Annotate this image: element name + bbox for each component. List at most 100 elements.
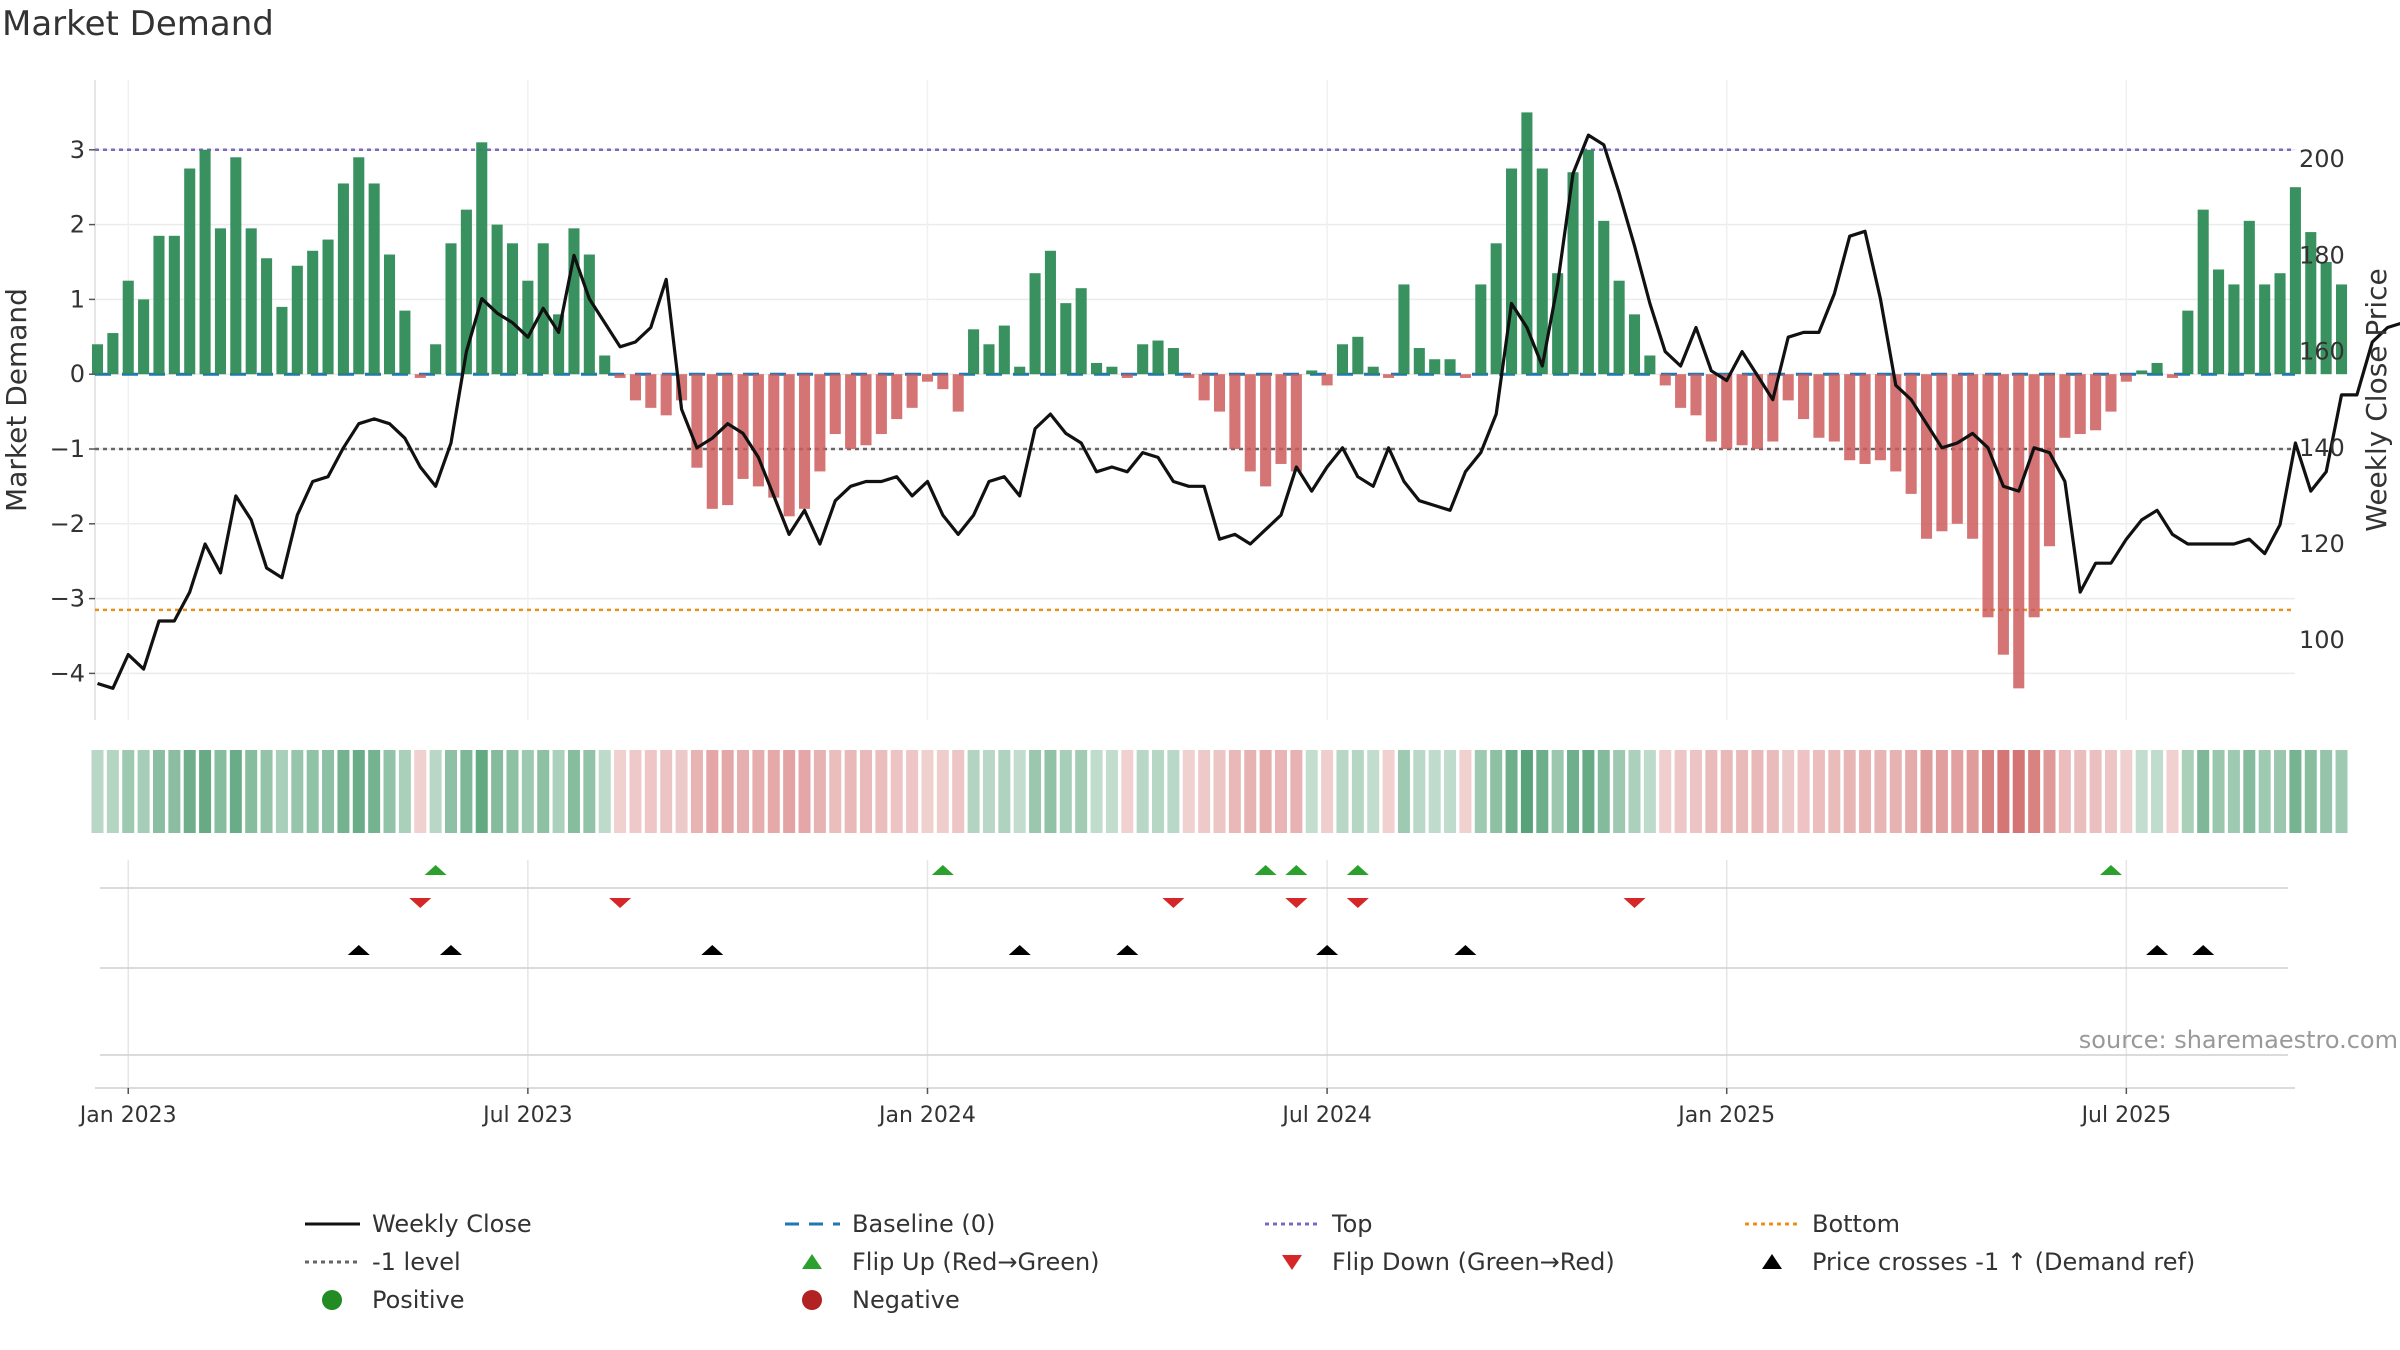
legend-item: Positive xyxy=(300,1286,465,1314)
heat-cell xyxy=(353,750,365,833)
heat-cell xyxy=(1644,750,1656,833)
heat-cell xyxy=(783,750,795,833)
heat-cell xyxy=(1997,750,2009,833)
flip-up-marker xyxy=(1285,865,1307,875)
demand-bar xyxy=(445,243,456,374)
flip-down-marker xyxy=(1624,898,1646,908)
heat-cell xyxy=(1367,750,1379,833)
demand-bar xyxy=(2259,284,2270,374)
demand-bar xyxy=(1644,356,1655,375)
demand-bar xyxy=(1060,303,1071,374)
legend-item: Baseline (0) xyxy=(780,1210,995,1238)
legend-symbol xyxy=(300,1249,360,1275)
heat-cell xyxy=(2043,750,2055,833)
legend-label: Negative xyxy=(852,1286,960,1314)
heat-cell xyxy=(1951,750,1963,833)
demand-bar xyxy=(845,374,856,449)
demand-bar xyxy=(1106,367,1117,374)
heat-cell xyxy=(1613,750,1625,833)
legend-label: Top xyxy=(1332,1210,1373,1238)
y-tick-label: 2 xyxy=(70,211,85,239)
heat-cell xyxy=(2105,750,2117,833)
y-tick-label: 3 xyxy=(70,136,85,164)
heat-cell xyxy=(368,750,380,833)
heat-cell xyxy=(2213,750,2225,833)
legend-symbol xyxy=(300,1211,360,1237)
flip-up-marker xyxy=(1347,865,1369,875)
demand-bar xyxy=(2090,374,2101,430)
heat-cell xyxy=(1444,750,1456,833)
demand-bar xyxy=(353,157,364,374)
demand-bar xyxy=(1967,374,1978,539)
heat-cell xyxy=(1506,750,1518,833)
heat-cell xyxy=(537,750,549,833)
heat-cell xyxy=(1828,750,1840,833)
heat-cell xyxy=(1244,750,1256,833)
demand-bar xyxy=(1629,314,1640,374)
demand-bar xyxy=(1952,374,1963,524)
demand-bar xyxy=(2121,374,2132,381)
heat-cell xyxy=(1198,750,1210,833)
demand-bar xyxy=(507,243,518,374)
price-cross-marker xyxy=(1454,945,1476,955)
legend-item: Flip Up (Red→Green) xyxy=(780,1248,1100,1276)
heat-cell xyxy=(706,750,718,833)
heat-cell xyxy=(1075,750,1087,833)
demand-bar xyxy=(876,374,887,434)
x-tick-label: Jan 2025 xyxy=(1676,1103,1775,1128)
demand-bar xyxy=(415,374,426,378)
demand-bar xyxy=(1844,374,1855,460)
heat-cell xyxy=(998,750,1010,833)
y2-tick-label: 160 xyxy=(2299,338,2345,366)
demand-bar xyxy=(476,142,487,374)
heat-cell xyxy=(1690,750,1702,833)
demand-bar xyxy=(92,344,103,374)
y-tick-label: −1 xyxy=(50,435,85,463)
demand-bar xyxy=(1091,363,1102,374)
heat-cell xyxy=(2059,750,2071,833)
heat-cell xyxy=(2228,750,2240,833)
heat-cell xyxy=(921,750,933,833)
heat-cell xyxy=(445,750,457,833)
heat-cell xyxy=(829,750,841,833)
heat-cell xyxy=(1598,750,1610,833)
demand-bar xyxy=(1137,344,1148,374)
x-tick-label: Jul 2025 xyxy=(2080,1103,2172,1128)
demand-bar xyxy=(1798,374,1809,419)
legend-label: Baseline (0) xyxy=(852,1210,995,1238)
heat-cell xyxy=(2259,750,2271,833)
flip-up-marker xyxy=(2100,865,2122,875)
flip-up-marker xyxy=(932,865,954,875)
demand-bar xyxy=(107,333,118,374)
heat-cell xyxy=(384,750,396,833)
heat-cell xyxy=(1675,750,1687,833)
heat-cell xyxy=(814,750,826,833)
legend-symbol xyxy=(1260,1249,1320,1275)
heat-cell xyxy=(1905,750,1917,833)
heat-cell xyxy=(491,750,503,833)
demand-bars xyxy=(92,112,2347,688)
legend-item: Top xyxy=(1260,1210,1373,1238)
price-cross-marker xyxy=(1316,945,1338,955)
demand-bar xyxy=(830,374,841,434)
demand-bar xyxy=(215,228,226,374)
heat-cell xyxy=(768,750,780,833)
heat-cell xyxy=(1229,750,1241,833)
heat-cell xyxy=(1921,750,1933,833)
demand-bar xyxy=(1721,374,1732,449)
demand-bar xyxy=(169,236,180,374)
x-tick-label: Jan 2024 xyxy=(877,1103,976,1128)
heat-cell xyxy=(214,750,226,833)
legend-item: Negative xyxy=(780,1286,960,1314)
heat-cell xyxy=(1413,750,1425,833)
legend-item: Weekly Close xyxy=(300,1210,532,1238)
demand-bar xyxy=(1306,370,1317,374)
heat-cell xyxy=(2166,750,2178,833)
heat-cell xyxy=(1167,750,1179,833)
demand-bar xyxy=(399,311,410,375)
heat-cell xyxy=(2336,750,2348,833)
demand-bar xyxy=(645,374,656,408)
heat-cell xyxy=(245,750,257,833)
y-tick-label: −3 xyxy=(50,585,85,613)
heat-cell xyxy=(1721,750,1733,833)
